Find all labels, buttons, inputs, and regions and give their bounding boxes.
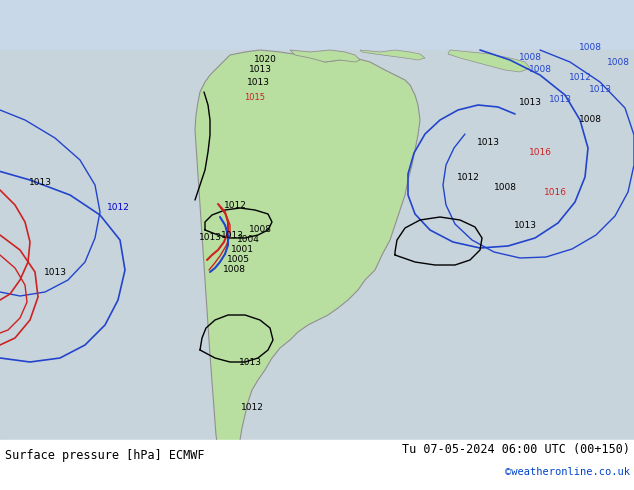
Text: 1008: 1008 — [249, 225, 271, 234]
Text: 1013: 1013 — [221, 231, 243, 240]
Text: 1020: 1020 — [254, 55, 276, 64]
Text: 1013: 1013 — [29, 178, 51, 187]
Text: 1013: 1013 — [588, 85, 612, 94]
Text: 1008: 1008 — [223, 265, 245, 274]
Text: 1008: 1008 — [607, 58, 630, 67]
Polygon shape — [448, 50, 530, 72]
Text: 1013: 1013 — [249, 65, 271, 74]
Text: 1016: 1016 — [543, 188, 567, 197]
Text: 1013: 1013 — [514, 221, 536, 230]
Text: 1012: 1012 — [456, 173, 479, 182]
Text: 1015: 1015 — [245, 93, 266, 102]
Text: ©weatheronline.co.uk: ©weatheronline.co.uk — [505, 467, 630, 477]
Text: 1012: 1012 — [107, 203, 129, 212]
Text: 1013: 1013 — [519, 98, 541, 107]
Text: 1008: 1008 — [519, 53, 541, 62]
Text: 1012: 1012 — [240, 403, 264, 412]
Text: 1013: 1013 — [238, 358, 261, 367]
Bar — [0, 440, 634, 490]
Polygon shape — [290, 50, 360, 62]
Text: 1008: 1008 — [493, 183, 517, 192]
Text: 1013: 1013 — [247, 78, 269, 87]
Text: 1013: 1013 — [44, 268, 67, 277]
Polygon shape — [195, 50, 420, 485]
Text: 1008: 1008 — [529, 65, 552, 74]
Text: 1013: 1013 — [477, 138, 500, 147]
Text: 1001: 1001 — [231, 245, 254, 254]
Text: Surface pressure [hPa] ECMWF: Surface pressure [hPa] ECMWF — [5, 448, 205, 462]
Text: 1012: 1012 — [224, 201, 247, 210]
Text: 1012: 1012 — [229, 445, 252, 454]
Text: 1008: 1008 — [578, 43, 602, 52]
Polygon shape — [360, 50, 425, 60]
Text: 1005: 1005 — [226, 255, 250, 264]
Text: 1004: 1004 — [236, 235, 259, 244]
Text: 1016: 1016 — [529, 148, 552, 157]
Text: 1008: 1008 — [578, 115, 602, 124]
Text: 1012: 1012 — [569, 73, 592, 82]
Bar — [0, 50, 634, 490]
Text: 1013: 1013 — [548, 95, 571, 104]
Text: 1013: 1013 — [198, 233, 221, 242]
Text: Tu 07-05-2024 06:00 UTC (00+150): Tu 07-05-2024 06:00 UTC (00+150) — [402, 443, 630, 457]
